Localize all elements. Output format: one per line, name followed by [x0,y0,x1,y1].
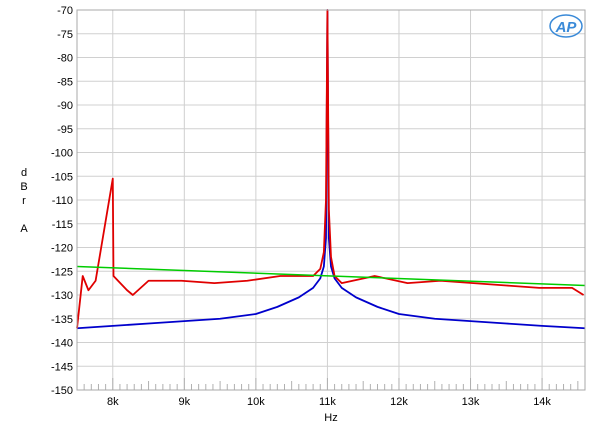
x-axis-title: Hz [324,412,337,424]
y-tick-label: -125 [51,266,73,278]
y-tick-label: -135 [51,314,73,326]
y-axis-title-A: A [20,223,28,235]
y-tick-label: -120 [51,243,73,255]
y-tick-label: -95 [57,124,73,136]
y-tick-labels: -70 -75 -80 -85 -90 -95 -100 -105 -110 -115 -120 -1… [51,5,73,397]
y-tick-label: -100 [51,148,73,160]
svg-text:AP: AP [555,19,578,36]
y-tick-label: -75 [57,29,73,41]
x-tick-label: 14k [533,396,551,408]
y-axis-title-d: d [21,167,27,179]
x-tick-labels: 8k 9k 10k 11k 12k 13k 14k [107,396,551,408]
x-tick-label: 8k [107,396,119,408]
y-tick-label: -150 [51,385,73,397]
series-line-2 [76,265,586,287]
y-tick-label: -85 [57,76,73,88]
plot-frame [76,9,586,391]
y-tick-label: -110 [52,195,73,207]
x-tick-label: 10k [247,396,265,408]
ap-logo: AP [549,14,583,38]
x-tick-label: 11k [319,396,336,408]
y-tick-label: -115 [52,219,73,231]
x-tick-label: 12k [390,396,408,408]
series-line-1 [76,9,585,329]
y-tick-label: -130 [51,290,73,302]
y-tick-label: -80 [57,53,73,65]
y-tick-label: -145 [51,361,73,373]
y-axis-title-B: B [20,181,27,193]
y-tick-label: -105 [51,171,73,183]
grid [77,9,585,391]
x-tick-label: 13k [462,396,480,408]
minor-ticks [76,378,586,390]
x-tick-label: 9k [179,396,191,408]
y-axis-title-r: r [22,195,26,207]
y-tick-label: -140 [51,338,73,350]
y-tick-label: -70 [57,5,73,17]
y-tick-label: -90 [57,100,73,112]
